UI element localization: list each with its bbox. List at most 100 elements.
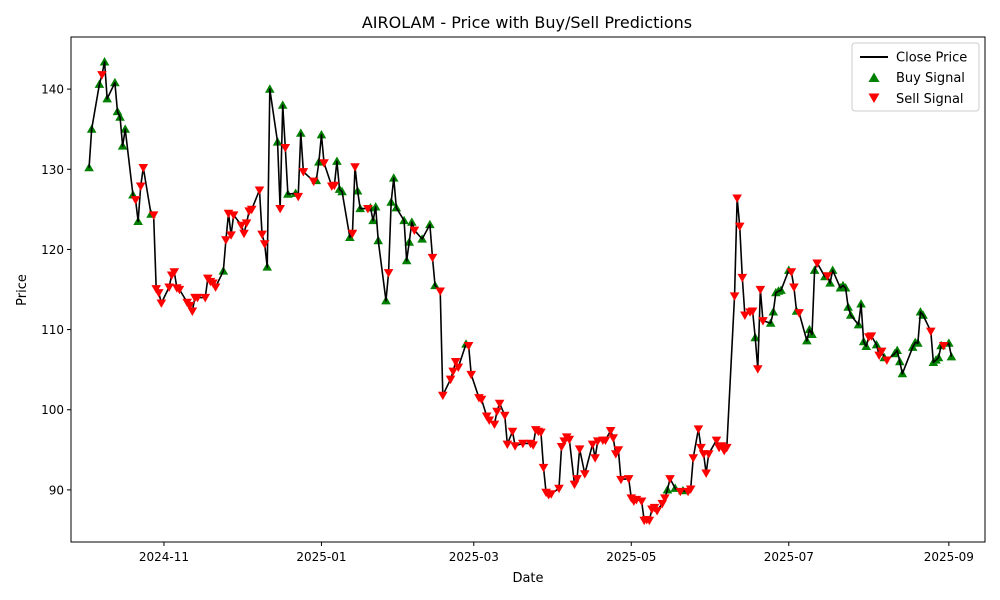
sell-signal-marker [794, 309, 804, 318]
plot-area [70, 36, 986, 543]
sell-signal-marker [546, 490, 557, 499]
sell-signal-marker [755, 285, 766, 295]
sell-signal-marker [350, 163, 360, 172]
sell-signal-marker [786, 268, 797, 277]
legend-buy-swatch [868, 72, 880, 82]
x-axis: 2024-11 2025-01 2025-03 2025-05 2025-07 2025-… [139, 542, 974, 564]
sell-signal-marker [652, 507, 662, 516]
sell-signal-marker [164, 283, 174, 292]
sell-signal-marker [696, 443, 706, 453]
sell-signal-marker [363, 204, 373, 214]
sell-signal-marker [510, 442, 520, 451]
sell-signal-marker [737, 273, 748, 283]
legend-close-price: Close Price [896, 51, 967, 66]
sell-signal-marker [688, 454, 699, 463]
x-tick-label: 2024-11 [139, 550, 189, 564]
y-tick-label: 130 [41, 163, 64, 177]
y-tick-label: 100 [41, 403, 64, 417]
legend-sell-signal: Sell Signal [896, 92, 964, 107]
sell-signal-marker [507, 427, 518, 437]
sell-signal-marker [148, 211, 159, 220]
sell-signal-marker [437, 391, 448, 401]
sell-signal-marker [308, 177, 319, 187]
sell-signal-markers [97, 71, 949, 526]
x-tick-label: 2025-01 [296, 550, 346, 564]
plot-background [71, 37, 985, 542]
sell-signal-marker [466, 370, 476, 380]
sell-signal-marker [613, 446, 624, 455]
sell-signal-marker [732, 194, 742, 203]
sell-signal-marker [298, 168, 309, 177]
x-tick-label: 2025-09 [924, 550, 974, 564]
chart-title: AIROLAM - Price with Buy/Sell Prediction… [362, 13, 692, 32]
sell-signal-marker [580, 470, 590, 479]
sell-signal-marker [435, 287, 446, 296]
sell-signal-marker [130, 196, 141, 205]
sell-signal-marker [572, 475, 582, 484]
legend: Close Price Buy Signal Sell Signal [851, 42, 980, 112]
sell-signal-marker [564, 435, 575, 445]
x-tick-label: 2025-03 [449, 550, 499, 564]
sell-signal-marker [675, 487, 686, 497]
y-tick-label: 90 [49, 483, 64, 497]
sell-signal-marker [644, 516, 655, 526]
sell-signal-marker [734, 222, 745, 231]
sell-signal-marker [226, 231, 236, 240]
sell-signal-marker [476, 395, 487, 405]
sell-signal-marker [882, 356, 892, 365]
sell-signal-marker [685, 485, 696, 494]
sell-signal-marker [752, 365, 763, 374]
sell-signal-marker [758, 317, 768, 326]
sell-signal-marker [210, 283, 221, 292]
sell-signal-marker [257, 230, 267, 239]
sell-signal-marker [239, 229, 249, 239]
sell-signal-marker [747, 307, 758, 316]
sell-signal-marker [574, 445, 585, 454]
x-tick-label: 2025-05 [606, 550, 656, 564]
sell-signal-marker [740, 311, 750, 320]
sell-signal-marker [608, 434, 619, 443]
sell-signal-marker [502, 440, 513, 450]
sell-signal-marker [138, 164, 149, 173]
sell-signal-marker [703, 450, 714, 459]
sell-signal-marker [701, 469, 711, 478]
legend-box [851, 42, 980, 112]
sell-signal-marker [228, 211, 239, 220]
sell-signal-marker [499, 411, 510, 421]
sell-signal-marker [246, 205, 257, 215]
y-axis: 90 100 110 120 130 140 [41, 83, 71, 497]
sell-signal-marker [492, 407, 502, 417]
sell-signal-marker [536, 428, 546, 437]
sell-signal-marker [236, 221, 247, 231]
sell-signal-marker [448, 367, 458, 377]
sell-signal-marker [554, 484, 564, 494]
sell-signal-marker [169, 268, 180, 277]
sell-signal-marker [241, 219, 252, 228]
sell-signal-marker [693, 425, 704, 434]
legend-sell-swatch [868, 93, 880, 103]
sell-signal-marker [463, 342, 474, 351]
sell-signal-marker [494, 399, 505, 409]
sell-signal-marker [484, 416, 495, 425]
plot-border [70, 36, 986, 543]
sell-signal-marker [789, 283, 799, 292]
y-axis-label: Price [15, 274, 30, 306]
y-tick-label: 140 [41, 83, 64, 97]
sell-signal-marker [822, 272, 833, 281]
sell-signal-marker [528, 441, 538, 450]
sell-signal-marker [427, 253, 438, 263]
x-tick-label: 2025-07 [764, 550, 814, 564]
sell-signal-marker [660, 494, 670, 503]
sell-signal-marker [383, 269, 394, 278]
legend-buy-signal: Buy Signal [896, 71, 965, 86]
sell-signal-marker [329, 181, 340, 191]
sell-signal-marker [254, 186, 265, 195]
sell-signal-marker [347, 229, 358, 239]
sell-signal-marker [729, 292, 740, 301]
sell-signal-marker [293, 192, 304, 202]
sell-signal-marker [518, 439, 528, 449]
sell-signal-marker [538, 463, 549, 473]
sell-signal-marker [97, 71, 107, 80]
sell-signal-marker [453, 363, 464, 373]
